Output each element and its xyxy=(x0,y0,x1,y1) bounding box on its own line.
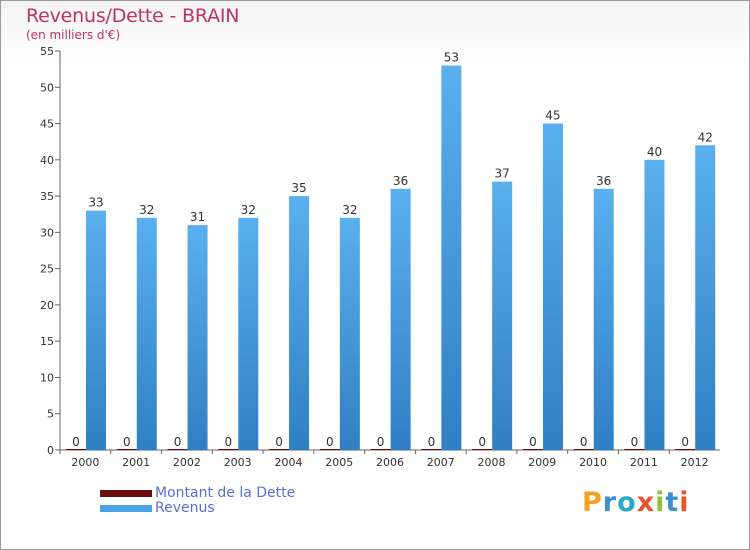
data-label-revenus: 32 xyxy=(139,203,154,217)
legend-label-revenus: Revenus xyxy=(155,500,215,516)
y-tick-label: 55 xyxy=(40,45,54,58)
x-tick-label: 2011 xyxy=(630,456,658,469)
chart-subtitle: (en milliers d'€) xyxy=(26,28,121,42)
x-tick-label: 2005 xyxy=(325,456,353,469)
bar-revenus xyxy=(492,181,513,450)
x-tick-label: 2007 xyxy=(427,456,455,469)
data-label-dette: 0 xyxy=(478,435,486,449)
bar-dette xyxy=(370,449,391,450)
x-tick-label: 2009 xyxy=(528,456,556,469)
data-label-dette: 0 xyxy=(529,435,537,449)
y-tick-label: 20 xyxy=(40,299,54,312)
y-tick-label: 45 xyxy=(40,118,54,131)
data-label-dette: 0 xyxy=(580,435,588,449)
data-label-revenus: 40 xyxy=(647,145,662,159)
data-label-revenus: 32 xyxy=(241,203,256,217)
data-label-revenus: 53 xyxy=(444,51,459,65)
chart-title: Revenus/Dette - BRAIN xyxy=(26,5,240,27)
bar-dette xyxy=(472,449,493,450)
bar-dette xyxy=(522,449,543,450)
y-tick-label: 25 xyxy=(40,263,54,276)
bar-dette xyxy=(675,449,696,450)
data-label-dette: 0 xyxy=(681,435,689,449)
data-label-dette: 0 xyxy=(72,435,80,449)
bar-dette xyxy=(573,449,594,450)
bar-revenus xyxy=(695,145,716,451)
bar-dette xyxy=(421,449,442,450)
data-label-revenus: 31 xyxy=(190,210,205,224)
bar-dette xyxy=(66,449,86,450)
legend-swatch-dette xyxy=(100,490,152,497)
data-label-revenus: 33 xyxy=(88,196,103,210)
y-tick-label: 15 xyxy=(40,335,54,348)
bar-revenus xyxy=(187,225,208,450)
bar-dette xyxy=(116,449,137,450)
data-label-dette: 0 xyxy=(631,435,639,449)
data-label-revenus: 42 xyxy=(698,130,713,144)
bar-revenus xyxy=(390,188,411,450)
bar-dette xyxy=(269,449,290,450)
legend-swatch-revenus xyxy=(100,505,152,512)
x-tick-label: 2001 xyxy=(122,456,150,469)
data-label-revenus: 36 xyxy=(596,174,611,188)
data-label-revenus: 32 xyxy=(342,203,357,217)
data-label-revenus: 35 xyxy=(291,181,306,195)
bar-revenus xyxy=(593,188,614,450)
bar-revenus xyxy=(339,217,360,450)
y-tick-label: 5 xyxy=(47,408,54,421)
bar-revenus xyxy=(289,196,310,450)
x-tick-label: 2008 xyxy=(478,456,506,469)
data-label-dette: 0 xyxy=(174,435,182,449)
x-tick-label: 2004 xyxy=(274,456,302,469)
x-tick-label: 2010 xyxy=(579,456,607,469)
y-tick-label: 40 xyxy=(40,154,54,167)
proxiti-logo: Proxiti xyxy=(582,487,690,518)
x-tick-label: 2006 xyxy=(376,456,404,469)
data-label-dette: 0 xyxy=(326,435,334,449)
bar-dette xyxy=(218,449,239,450)
x-tick-label: 2002 xyxy=(173,456,201,469)
bar-revenus xyxy=(441,65,462,450)
y-tick-label: 50 xyxy=(40,81,54,94)
bar-dette xyxy=(624,449,645,450)
legend-item-dette: Montant de la Dette xyxy=(100,486,295,501)
data-label-dette: 0 xyxy=(224,435,232,449)
data-label-dette: 0 xyxy=(428,435,436,449)
data-label-revenus: 36 xyxy=(393,174,408,188)
data-label-revenus: 45 xyxy=(545,109,560,123)
chart-legend: Montant de la Dette Revenus xyxy=(100,486,295,516)
x-tick-label: 2000 xyxy=(71,456,99,469)
x-tick-label: 2012 xyxy=(681,456,709,469)
bar-dette xyxy=(319,449,340,450)
x-tick-label: 2003 xyxy=(224,456,252,469)
data-label-dette: 0 xyxy=(377,435,385,449)
y-tick-label: 0 xyxy=(47,444,54,457)
legend-label-dette: Montant de la Dette xyxy=(155,485,296,501)
legend-item-revenus: Revenus xyxy=(100,501,295,516)
bar-revenus xyxy=(542,123,563,450)
y-tick-label: 30 xyxy=(40,226,54,239)
data-label-dette: 0 xyxy=(123,435,131,449)
bar-revenus xyxy=(136,217,157,450)
y-tick-label: 10 xyxy=(40,371,54,384)
y-tick-label: 35 xyxy=(40,190,54,203)
bar-revenus xyxy=(86,210,106,450)
bar-revenus xyxy=(644,159,665,450)
data-label-revenus: 37 xyxy=(495,167,510,181)
bar-dette xyxy=(167,449,188,450)
data-label-dette: 0 xyxy=(275,435,283,449)
bar-revenus xyxy=(238,217,259,450)
